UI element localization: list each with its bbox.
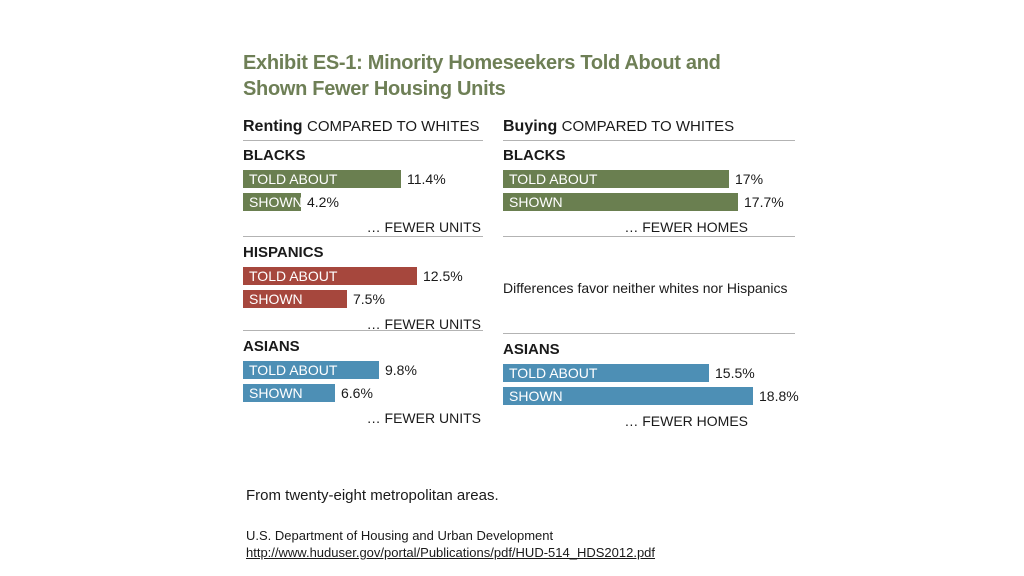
bar-told-about: TOLD ABOUT	[503, 170, 729, 188]
panel-divider	[243, 140, 483, 141]
group-footnote: … FEWER UNITS	[366, 410, 481, 426]
bar-told-about: TOLD ABOUT	[243, 267, 417, 285]
group-footnote: … FEWER UNITS	[366, 219, 481, 235]
panel-heading-rest: COMPARED TO WHITES	[307, 118, 480, 135]
bar-value-label: 17%	[735, 171, 764, 187]
chart-title: Exhibit ES-1: Minority Homeseekers Told …	[243, 50, 803, 102]
bar-told-about: TOLD ABOUT	[503, 364, 709, 382]
panel-divider	[503, 140, 795, 141]
bar-value-label: 17.7%	[744, 194, 784, 210]
bar-value-label: 7.5%	[353, 291, 385, 307]
chart-title-line-2: Shown Fewer Housing Units	[243, 78, 506, 100]
bar-shown: SHOWN	[243, 384, 335, 402]
group-divider	[503, 333, 795, 334]
panel-heading-bold: Buying	[503, 118, 558, 135]
bar-told-about: TOLD ABOUT	[243, 361, 379, 379]
group-note: Differences favor neither whites nor His…	[503, 280, 788, 296]
bar-value-label: 9.8%	[385, 362, 417, 378]
group-footnote: … FEWER HOMES	[624, 219, 748, 235]
group-divider	[243, 236, 483, 237]
group-label: ASIANS	[243, 338, 300, 355]
bar-value-label: 18.8%	[759, 388, 799, 404]
group-label: BLACKS	[243, 147, 306, 164]
panel-renting: Renting COMPARED TO WHITES BLACKS TOLD ABO…	[243, 117, 483, 437]
source-link[interactable]: http://www.huduser.gov/portal/Publicatio…	[246, 545, 656, 560]
group-divider	[503, 236, 795, 237]
bar-value-label: 12.5%	[423, 268, 463, 284]
group-divider	[243, 330, 483, 331]
bar-value-label: 4.2%	[307, 194, 339, 210]
group-label: ASIANS	[503, 341, 560, 358]
panel-heading-rest: COMPARED TO WHITES	[561, 118, 735, 135]
chart-title-line-1: Exhibit ES-1: Minority Homeseekers Told …	[243, 52, 721, 74]
bar-value-label: 15.5%	[715, 365, 755, 381]
panel-heading: Renting COMPARED TO WHITES	[243, 117, 480, 137]
bar-shown: SHOWN	[243, 193, 301, 211]
bar-shown: SHOWN	[503, 193, 738, 211]
group-footnote: … FEWER UNITS	[366, 316, 481, 332]
bar-value-label: 11.4%	[407, 171, 446, 187]
group-footnote: … FEWER HOMES	[624, 413, 748, 429]
footer-note: From twenty-eight metropolitan areas.	[246, 487, 499, 504]
bar-value-label: 6.6%	[341, 385, 373, 401]
bar-shown: SHOWN	[503, 387, 753, 405]
panel-heading: Buying COMPARED TO WHITES	[503, 117, 734, 137]
bar-told-about: TOLD ABOUT	[243, 170, 401, 188]
panel-buying: Buying COMPARED TO WHITES BLACKS TOLD ABOU…	[503, 117, 799, 437]
source-credit: U.S. Department of Housing and Urban Dev…	[246, 528, 554, 543]
bar-shown: SHOWN	[243, 290, 347, 308]
group-label: BLACKS	[503, 147, 566, 164]
panel-heading-bold: Renting	[243, 118, 303, 135]
group-label: HISPANICS	[243, 244, 324, 261]
